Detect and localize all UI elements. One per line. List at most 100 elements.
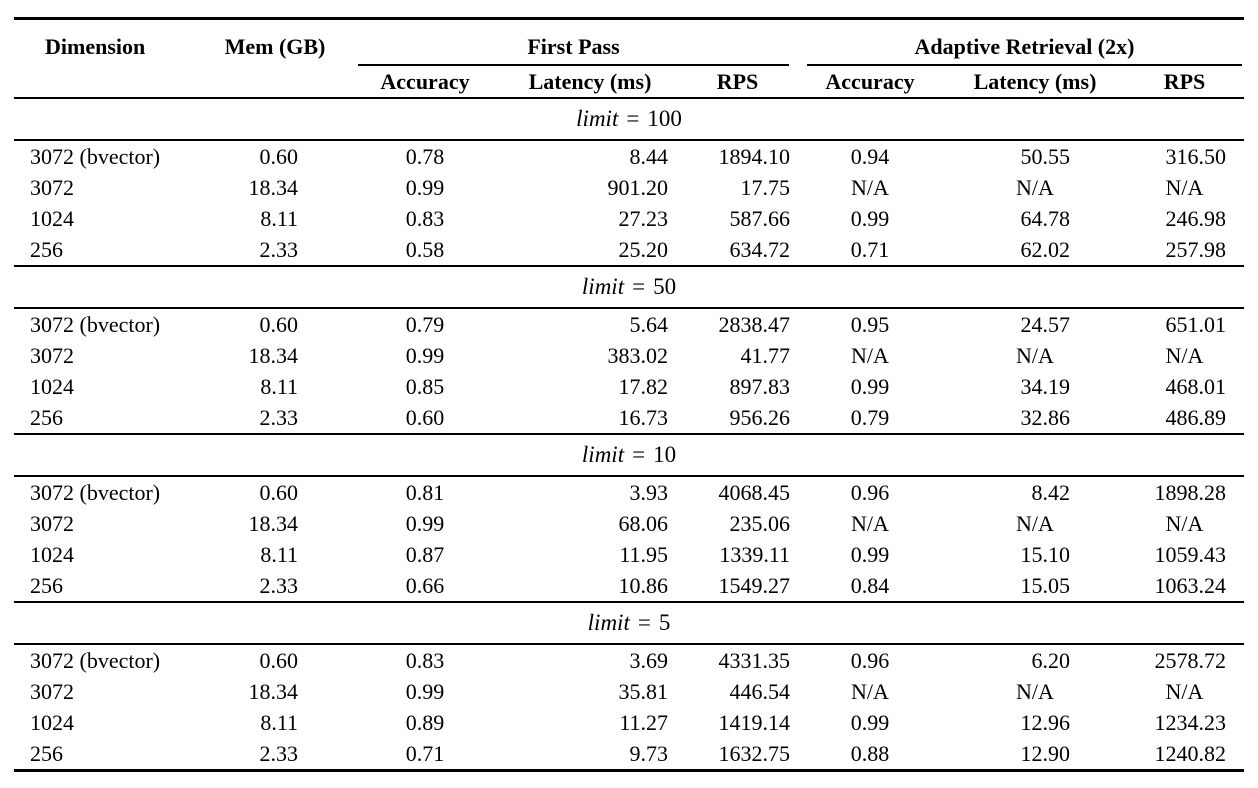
table-row: 3072 (bvector) 0.60 0.81 3.93 4068.45 0.… bbox=[14, 476, 1244, 508]
cell-ar-rps: N/A bbox=[1165, 174, 1204, 200]
cell-fp-accuracy: 0.79 bbox=[405, 311, 445, 337]
column-header-empty bbox=[14, 66, 200, 99]
cell-ar-rps: N/A bbox=[1165, 342, 1204, 368]
cell-fp-rps: 587.66 bbox=[729, 205, 791, 231]
cell-mem: 8.11 bbox=[260, 541, 298, 567]
table-row: 3072 18.34 0.99 68.06 235.06 N/A N/A N/A bbox=[14, 508, 1244, 539]
cell-ar-accuracy: 0.71 bbox=[795, 234, 945, 267]
cell-fp-latency: 16.73 bbox=[500, 402, 680, 435]
cell-ar-rps: 1234.23 bbox=[1154, 709, 1227, 735]
cell-ar-latency: 32.86 bbox=[945, 402, 1125, 435]
table-row: 1024 8.11 0.89 11.27 1419.14 0.99 12.96 … bbox=[14, 707, 1244, 738]
table-row: 3072 18.34 0.99 901.20 17.75 N/A N/A N/A bbox=[14, 172, 1244, 203]
section-limit-label: limit = 50 bbox=[14, 266, 1244, 309]
table-row: 256 2.33 0.58 25.20 634.72 0.71 62.02 25… bbox=[14, 234, 1244, 267]
cell-mem: 8.11 bbox=[260, 709, 298, 735]
cell-dimension: 1024 bbox=[30, 205, 74, 231]
cell-ar-latency: N/A bbox=[1016, 510, 1054, 536]
table-row: 3072 18.34 0.99 35.81 446.54 N/A N/A N/A bbox=[14, 676, 1244, 707]
cell-fp-latency: 10.86 bbox=[500, 570, 680, 603]
cell-dimension: 3072 bbox=[30, 174, 74, 200]
cell-ar-latency: 50.55 bbox=[1020, 143, 1071, 169]
cell-ar-accuracy: 0.99 bbox=[850, 541, 890, 567]
column-header-dimension: Dimension bbox=[45, 34, 146, 59]
cell-mem: 18.34 bbox=[248, 678, 299, 704]
cell-fp-rps: 1894.10 bbox=[718, 143, 791, 169]
section-limit-50: limit = 50 3072 (bvector) 0.60 0.79 5.64 2… bbox=[14, 266, 1244, 435]
cell-dimension: 3072 bbox=[30, 678, 74, 704]
limit-eq: = bbox=[626, 106, 640, 131]
cell-fp-accuracy: 0.99 bbox=[405, 510, 445, 536]
section-limit-100: limit = 100 3072 (bvector) 0.60 0.78 8.44 … bbox=[14, 98, 1244, 267]
cell-fp-rps: 1549.27 bbox=[680, 570, 795, 603]
table-row: 3072 18.34 0.99 383.02 41.77 N/A N/A N/A bbox=[14, 340, 1244, 371]
cell-fp-accuracy: 0.83 bbox=[405, 205, 445, 231]
column-header-ar-latency: Latency (ms) bbox=[945, 66, 1125, 99]
cell-ar-accuracy: 0.96 bbox=[850, 479, 890, 505]
cell-fp-accuracy: 0.89 bbox=[405, 709, 445, 735]
cell-mem: 8.11 bbox=[260, 373, 298, 399]
limit-var: limit bbox=[587, 610, 630, 635]
cell-fp-rps: 17.75 bbox=[740, 174, 791, 200]
cell-dimension: 256 bbox=[14, 402, 200, 435]
cell-ar-rps: 246.98 bbox=[1165, 205, 1227, 231]
cell-mem: 2.33 bbox=[200, 234, 350, 267]
cell-fp-accuracy: 0.78 bbox=[405, 143, 445, 169]
cell-ar-latency: 24.57 bbox=[1020, 311, 1071, 337]
cell-ar-latency: 12.90 bbox=[1020, 740, 1071, 766]
cell-dimension: 256 bbox=[30, 740, 63, 766]
cell-fp-rps: 956.26 bbox=[680, 402, 795, 435]
cell-ar-latency: 64.78 bbox=[1020, 205, 1071, 231]
section-limit-label: limit = 10 bbox=[14, 434, 1244, 477]
section-limit-10: limit = 10 3072 (bvector) 0.60 0.81 3.93 4… bbox=[14, 434, 1244, 603]
table-row: 256 2.33 0.71 9.73 1632.75 0.88 12.90 12… bbox=[14, 738, 1244, 771]
cell-ar-latency: 15.05 bbox=[945, 570, 1125, 603]
cell-dimension: 1024 bbox=[30, 373, 74, 399]
cell-ar-accuracy: 0.99 bbox=[850, 205, 890, 231]
benchmark-table: Dimension Mem (GB) First Pass Adaptive R… bbox=[14, 17, 1244, 772]
cell-dimension: 256 bbox=[14, 234, 200, 267]
cell-mem: 18.34 bbox=[248, 174, 299, 200]
cell-mem: 18.34 bbox=[248, 510, 299, 536]
cell-mem: 2.33 bbox=[259, 740, 299, 766]
table-row: 256 2.33 0.60 16.73 956.26 0.79 32.86 48… bbox=[14, 402, 1244, 435]
column-header-fp-accuracy: Accuracy bbox=[350, 66, 500, 99]
column-header-fp-latency: Latency (ms) bbox=[500, 66, 680, 99]
cell-fp-latency: 17.82 bbox=[618, 373, 669, 399]
cell-fp-rps: 4331.35 bbox=[718, 647, 791, 673]
header-group-row: Dimension Mem (GB) First Pass Adaptive R… bbox=[14, 19, 1244, 66]
cell-fp-accuracy: 0.60 bbox=[350, 402, 500, 435]
limit-value: 50 bbox=[653, 274, 677, 299]
cell-fp-latency: 68.06 bbox=[618, 510, 669, 536]
cell-fp-accuracy: 0.99 bbox=[405, 342, 445, 368]
cell-mem: 0.60 bbox=[259, 479, 299, 505]
cell-ar-rps: 316.50 bbox=[1165, 143, 1227, 169]
cell-ar-latency: 34.19 bbox=[1020, 373, 1071, 399]
cell-fp-accuracy: 0.83 bbox=[405, 647, 445, 673]
limit-eq: = bbox=[637, 610, 651, 635]
cell-dimension: 3072 (bvector) bbox=[30, 311, 161, 337]
cell-ar-accuracy: 0.99 bbox=[850, 373, 890, 399]
section-header-row: limit = 100 bbox=[14, 98, 1244, 141]
cell-ar-rps: 257.98 bbox=[1125, 234, 1244, 267]
cell-ar-accuracy: 0.94 bbox=[850, 143, 890, 169]
cell-fp-latency: 35.81 bbox=[618, 678, 669, 704]
cell-fp-latency: 11.27 bbox=[619, 709, 668, 735]
cell-dimension: 3072 (bvector) bbox=[30, 647, 161, 673]
cell-ar-accuracy: 0.96 bbox=[850, 647, 890, 673]
group-header-first-pass-label: First Pass bbox=[527, 34, 620, 59]
cell-dimension: 3072 bbox=[30, 510, 74, 536]
cell-fp-rps: 446.54 bbox=[729, 678, 791, 704]
cell-ar-accuracy: 0.99 bbox=[850, 709, 890, 735]
cell-ar-accuracy: N/A bbox=[851, 510, 889, 536]
column-header-empty bbox=[200, 66, 350, 99]
section-header-row: limit = 10 bbox=[14, 434, 1244, 477]
cell-mem: 8.11 bbox=[260, 205, 298, 231]
cell-ar-latency: N/A bbox=[1016, 342, 1054, 368]
cell-fp-rps: 2838.47 bbox=[718, 311, 791, 337]
limit-var: limit bbox=[581, 274, 625, 299]
cell-ar-accuracy: 0.79 bbox=[795, 402, 945, 435]
cell-dimension: 1024 bbox=[30, 541, 74, 567]
cell-mem: 2.33 bbox=[200, 570, 350, 603]
cell-ar-accuracy: 0.95 bbox=[850, 311, 890, 337]
